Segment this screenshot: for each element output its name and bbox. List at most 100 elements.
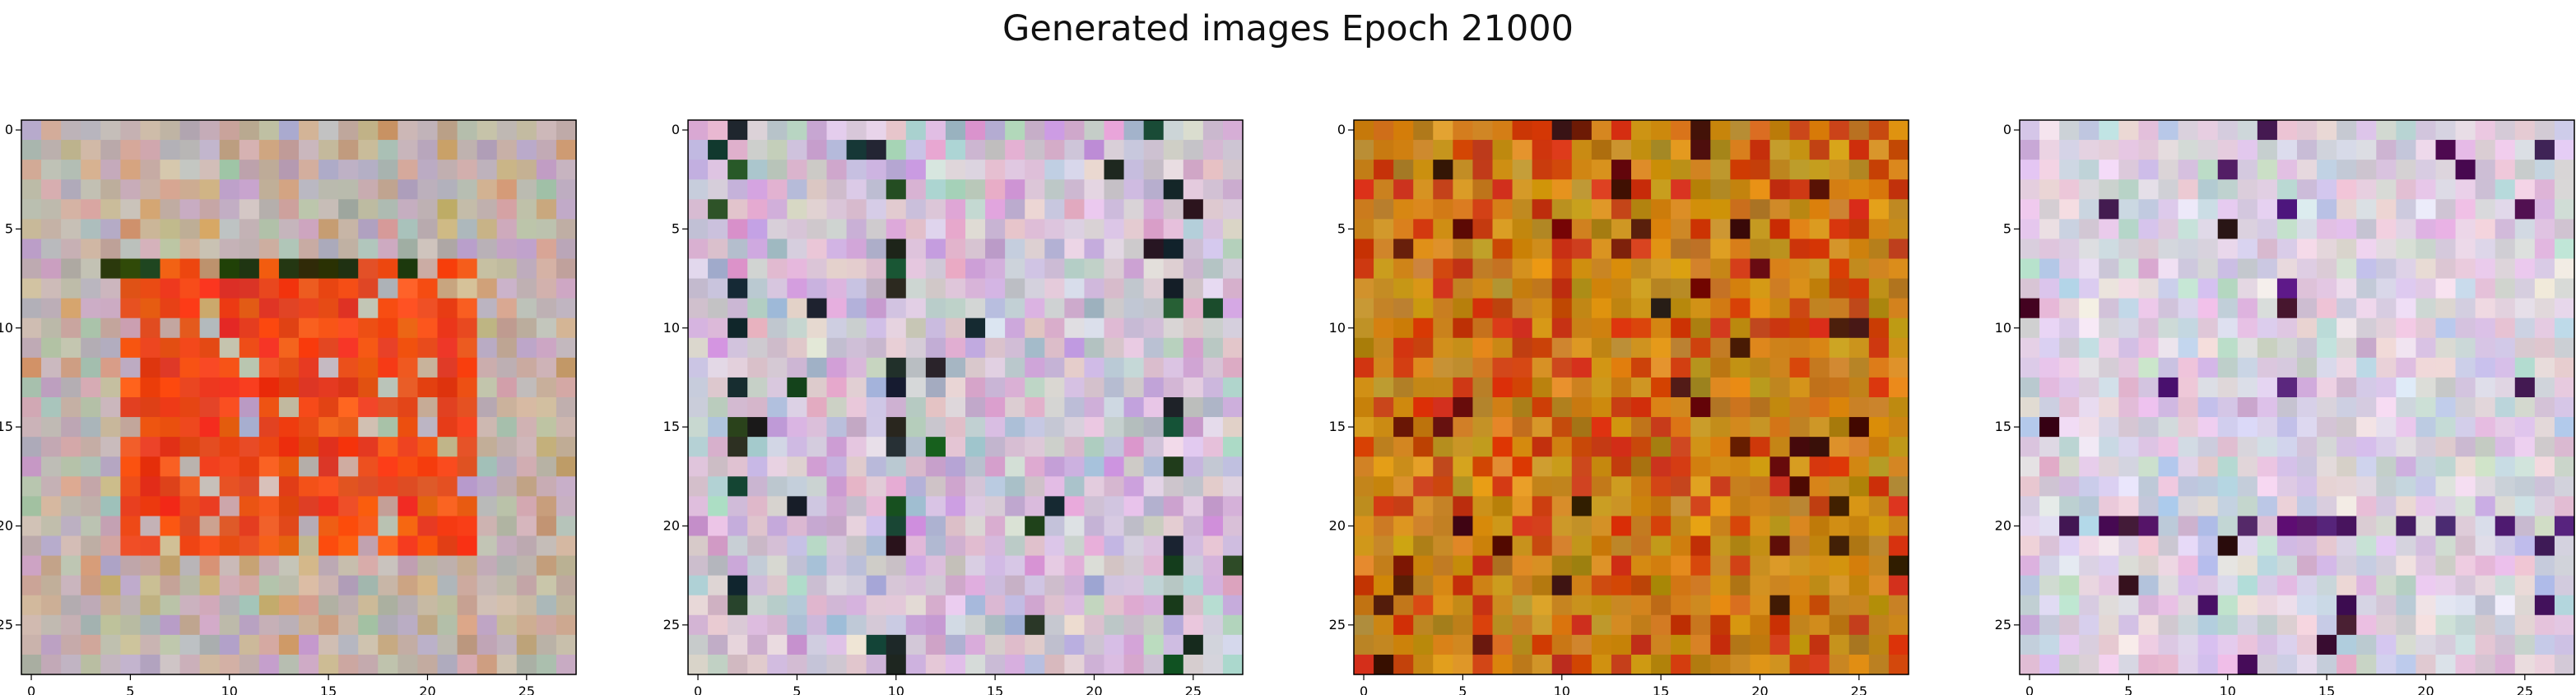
pixel-cell [2435, 199, 2457, 220]
pixel-cell [258, 555, 280, 577]
pixel-cell [1104, 516, 1125, 537]
pixel-cell [61, 317, 81, 339]
pixel-cell [1374, 377, 1394, 398]
pixel-cell [1571, 516, 1593, 537]
pixel-cell [1848, 337, 1870, 359]
pixel-cell [477, 199, 498, 220]
pixel-cell [747, 397, 768, 418]
pixel-cell [2039, 199, 2060, 220]
pixel-cell [826, 614, 848, 636]
pixel-cell [2356, 516, 2377, 537]
pixel-cell [2237, 337, 2258, 359]
pixel-cell [278, 516, 300, 537]
pixel-cell [846, 575, 867, 596]
pixel-cell [338, 179, 359, 200]
pixel-cell [398, 317, 419, 339]
pixel-cell [2337, 654, 2357, 675]
pixel-cell [728, 575, 748, 596]
pixel-cell [866, 456, 887, 477]
pixel-cell [787, 437, 808, 457]
pixel-cell [1472, 199, 1494, 220]
pixel-cell [299, 516, 319, 537]
pixel-cell [1848, 278, 1870, 299]
pixel-cell [2257, 278, 2278, 299]
pixel-cell [1374, 199, 1394, 220]
pixel-cell [1104, 456, 1125, 477]
pixel-cell [41, 298, 62, 319]
pixel-cell [278, 595, 300, 616]
pixel-cell [516, 516, 537, 537]
pixel-cell [536, 614, 557, 636]
pixel-cell [1433, 160, 1453, 180]
pixel-cell [1123, 219, 1145, 240]
pixel-cell [1848, 535, 1870, 557]
pixel-cell [1591, 575, 1612, 596]
pixel-cell [2178, 258, 2199, 280]
pixel-cell [1433, 377, 1453, 398]
pixel-cell [1433, 476, 1453, 497]
pixel-cell [2416, 278, 2437, 299]
pixel-cell [1591, 535, 1612, 557]
pixel-cell [1611, 377, 1632, 398]
pixel-cell [1710, 160, 1731, 180]
pixel-cell [807, 535, 828, 557]
x-tick-label: 10 [1554, 683, 1570, 695]
pixel-cell [1084, 456, 1105, 477]
pixel-cell [1025, 614, 1045, 636]
pixel-cell [2534, 298, 2555, 319]
pixel-cell [2237, 634, 2258, 656]
pixel-cell [1571, 377, 1593, 398]
pixel-cell [2495, 516, 2516, 537]
pixel-cell [905, 298, 927, 319]
pixel-cell [21, 258, 42, 280]
pixel-cell [1005, 120, 1025, 141]
pixel-cell [1374, 140, 1394, 160]
pixel-cell [1005, 516, 1025, 537]
pixel-cell [985, 634, 1006, 656]
pixel-cell [1809, 179, 1830, 200]
pixel-cell [100, 595, 121, 616]
pixel-cell [258, 397, 280, 418]
pixel-cell [2138, 179, 2160, 200]
pixel-cell [100, 298, 121, 319]
pixel-cell [866, 120, 887, 141]
pixel-cell [1829, 437, 1850, 457]
pixel-cell [1064, 357, 1086, 378]
pixel-cell [1202, 258, 1224, 280]
pixel-cell [1690, 437, 1711, 457]
pixel-cell [905, 437, 927, 457]
pixel-cell [1551, 160, 1573, 180]
pixel-cell [2158, 476, 2179, 497]
pixel-cell [1829, 317, 1850, 339]
pixel-cell [985, 377, 1006, 398]
pixel-cell [2554, 179, 2575, 200]
pixel-cell [965, 258, 986, 280]
pixel-cell [2276, 377, 2298, 398]
pixel-cell [299, 160, 319, 180]
pixel-cell [1571, 654, 1593, 675]
pixel-cell [2217, 337, 2239, 359]
pixel-cell [728, 120, 748, 141]
pixel-cell [2178, 298, 2199, 319]
pixel-cell [2514, 377, 2536, 398]
pixel-cell [1591, 179, 1612, 200]
pixel-cell [2237, 575, 2258, 596]
pixel-cell [2276, 219, 2298, 240]
pixel-cell [2455, 179, 2476, 200]
pixel-cell [1671, 516, 1691, 537]
pixel-cell [199, 258, 221, 280]
pixel-cell [496, 397, 518, 418]
pixel-cell [2495, 555, 2516, 577]
pixel-cell [1123, 654, 1145, 675]
pixel-cell [1163, 357, 1184, 378]
pixel-cell [886, 179, 907, 200]
pixel-cell [1532, 496, 1553, 517]
pixel-cell [2118, 496, 2140, 517]
pixel-cell [1888, 160, 1909, 180]
pixel-cell [1472, 535, 1494, 557]
pixel-cell [1025, 317, 1045, 339]
pixel-cell [1183, 654, 1204, 675]
pixel-cell [2514, 120, 2536, 141]
pixel-cell [965, 595, 986, 616]
